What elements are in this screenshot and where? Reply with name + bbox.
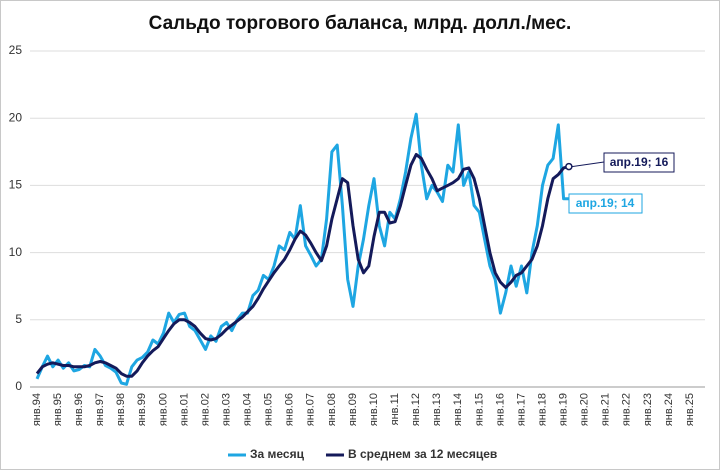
leader-line <box>571 161 605 168</box>
x-tick-label: янв.08 <box>326 393 338 426</box>
x-tick-label: янв.20 <box>579 393 591 426</box>
x-tick-label: янв.03 <box>220 393 232 426</box>
x-tick-label: янв.95 <box>52 393 64 426</box>
x-tick-label: янв.94 <box>31 393 43 426</box>
x-tick-label: янв.21 <box>600 393 612 426</box>
x-tick-label: янв.09 <box>347 393 359 426</box>
annotation-box <box>568 193 643 214</box>
x-tick-label: янв.22 <box>621 393 633 426</box>
x-tick-label: янв.04 <box>242 393 254 426</box>
x-tick-label: янв.17 <box>515 393 527 426</box>
x-tick-label: янв.11 <box>389 393 401 425</box>
series-line <box>35 153 570 378</box>
annotation-box <box>603 152 675 173</box>
x-tick-label: янв.10 <box>368 393 380 426</box>
x-tick-label: янв.06 <box>284 393 296 426</box>
y-tick-label: 25 <box>9 43 23 57</box>
x-tick-label: янв.25 <box>684 393 696 426</box>
x-tick-label: янв.01 <box>178 393 190 426</box>
x-tick-label: янв.12 <box>410 393 422 426</box>
x-tick-label: янв.96 <box>73 393 85 426</box>
x-tick-label: янв.98 <box>115 393 127 426</box>
annotation: апр.19; 14 <box>576 196 635 210</box>
y-tick-label: 5 <box>15 312 22 326</box>
y-tick-label: 20 <box>9 110 23 124</box>
x-tick-label: янв.05 <box>263 393 275 426</box>
x-tick-label: янв.02 <box>199 393 211 426</box>
end-point <box>565 162 573 171</box>
y-tick-label: 10 <box>9 245 23 259</box>
x-tick-label: янв.19 <box>558 393 570 426</box>
legend-label: В среднем за 12 месяцев <box>348 447 497 461</box>
x-tick-label: янв.14 <box>452 393 464 426</box>
x-tick-label: янв.15 <box>473 393 485 426</box>
y-tick-label: 0 <box>15 379 22 393</box>
x-tick-label: янв.00 <box>157 393 169 426</box>
x-tick-label: янв.99 <box>136 393 148 426</box>
x-tick-label: янв.16 <box>494 393 506 426</box>
annotation: апр.19; 16 <box>610 155 669 169</box>
x-tick-label: янв.18 <box>536 393 548 426</box>
x-tick-label: янв.23 <box>642 393 654 426</box>
series-line <box>35 112 569 386</box>
x-tick-label: янв.97 <box>94 393 106 426</box>
x-tick-label: янв.13 <box>431 393 443 426</box>
x-tick-label: янв.07 <box>305 393 317 426</box>
chart-title: Сальдо торгового баланса, млрд. долл./ме… <box>149 13 572 34</box>
y-tick-label: 15 <box>9 178 23 192</box>
x-tick-label: янв.24 <box>663 393 675 426</box>
legend-label: За месяц <box>250 447 305 461</box>
